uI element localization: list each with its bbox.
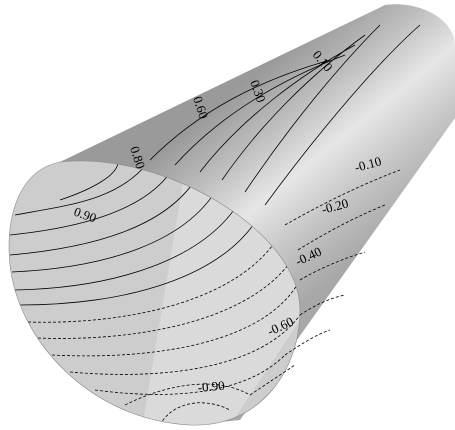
contour-label: -0.90 — [197, 378, 225, 395]
cone-contour-view: 0.10 0.30 0.60 0.80 0.90 -0.10 -0.20 -0.… — [0, 0, 455, 430]
